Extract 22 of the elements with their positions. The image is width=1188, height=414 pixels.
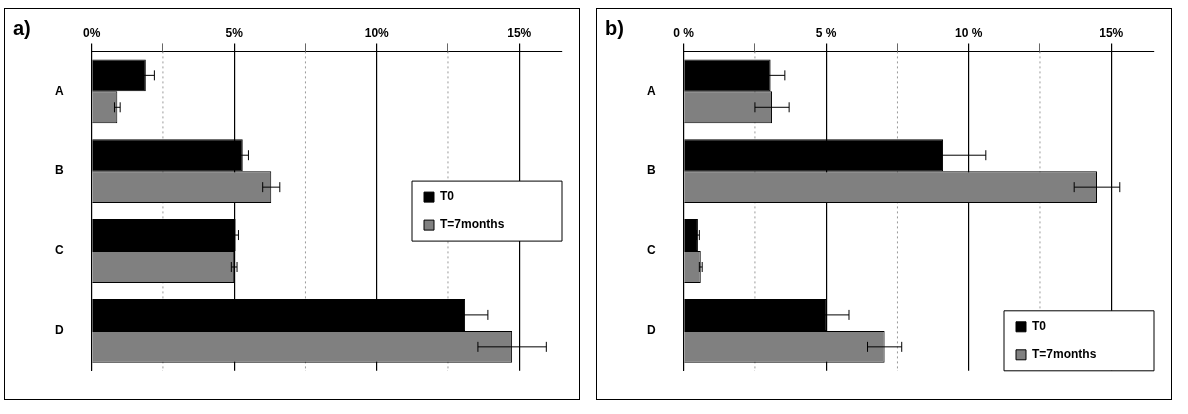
y-tick-label: A bbox=[646, 83, 656, 98]
y-tick-label: C bbox=[54, 243, 64, 258]
x-tick-label: 10% bbox=[364, 25, 390, 40]
y-tick-label: B bbox=[54, 163, 64, 178]
x-tick-label: 5% bbox=[225, 25, 244, 40]
legend-label: T0 bbox=[440, 189, 455, 204]
legend-label: T=7months bbox=[1032, 347, 1097, 362]
y-tick-label: D bbox=[54, 323, 64, 338]
y-tick-label: A bbox=[54, 83, 64, 98]
legend-label: T=7months bbox=[440, 217, 505, 232]
x-tick-label: 0 % bbox=[673, 25, 695, 40]
legend-label: T0 bbox=[1032, 319, 1047, 334]
y-tick-label: B bbox=[646, 163, 656, 178]
x-tick-label: 5 % bbox=[815, 25, 837, 40]
x-tick-label: 10 % bbox=[955, 25, 983, 40]
x-tick-label: 15% bbox=[507, 25, 532, 40]
chart-title: b) bbox=[605, 16, 624, 39]
chart-title: a) bbox=[13, 16, 31, 39]
x-tick-label: 15% bbox=[1099, 25, 1124, 40]
y-tick-label: C bbox=[646, 243, 656, 258]
y-tick-label: D bbox=[646, 323, 656, 338]
x-tick-label: 0% bbox=[82, 25, 101, 40]
